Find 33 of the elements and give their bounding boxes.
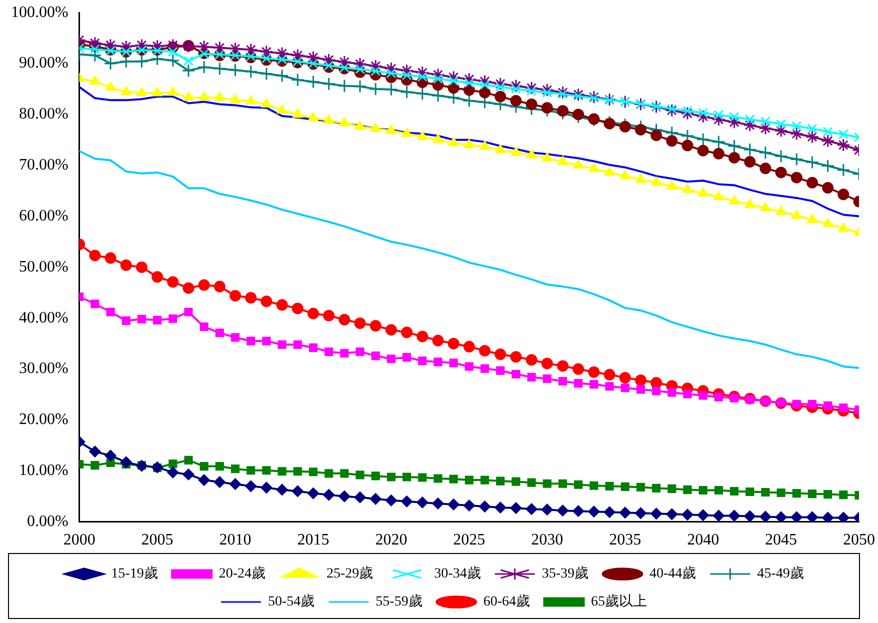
legend-label: 50-54歲 xyxy=(268,594,315,610)
x-tick-label: 2050 xyxy=(843,532,875,549)
legend-label: 30-34歲 xyxy=(434,566,481,582)
y-tick-label: 50.00% xyxy=(19,258,68,276)
y-tick-label: 90.00% xyxy=(19,54,68,72)
legend-label: 25-29歲 xyxy=(326,566,374,582)
legend-label: 45-49歲 xyxy=(757,566,804,582)
x-tick-label: 2030 xyxy=(531,532,564,549)
x-tick-label: 2035 xyxy=(609,532,642,549)
x-tick-label: 2015 xyxy=(297,532,330,549)
legend-label: 60-64歲 xyxy=(483,594,530,610)
legend-label: 35-39歲 xyxy=(542,566,589,582)
x-tick-label: 2045 xyxy=(765,532,798,549)
legend-label: 15-19歲 xyxy=(111,566,158,582)
y-tick-label: 10.00% xyxy=(19,462,68,480)
y-tick-label: 100.00% xyxy=(11,4,68,21)
x-tick-label: 2000 xyxy=(63,532,96,549)
legend-label: 55-59歲 xyxy=(376,594,422,610)
y-tick-label: 60.00% xyxy=(19,207,68,224)
y-tick-label: 20.00% xyxy=(19,411,68,428)
x-tick-label: 2020 xyxy=(375,532,408,549)
y-tick-label: 80.00% xyxy=(19,106,68,123)
y-tick-label: 40.00% xyxy=(19,309,68,326)
x-tick-label: 2025 xyxy=(453,532,486,549)
y-tick-label: 70.00% xyxy=(19,156,68,174)
x-tick-label: 2010 xyxy=(219,532,252,549)
legend-label: 20-24歲 xyxy=(218,566,266,582)
y-tick-label: 30.00% xyxy=(19,360,68,378)
x-tick-label: 2005 xyxy=(141,532,174,549)
x-tick-label: 2040 xyxy=(687,532,720,549)
legend-label: 65歲以上 xyxy=(590,594,647,610)
legend-label: 40-44歲 xyxy=(649,566,696,582)
y-tick-label: 0.00% xyxy=(27,513,68,530)
